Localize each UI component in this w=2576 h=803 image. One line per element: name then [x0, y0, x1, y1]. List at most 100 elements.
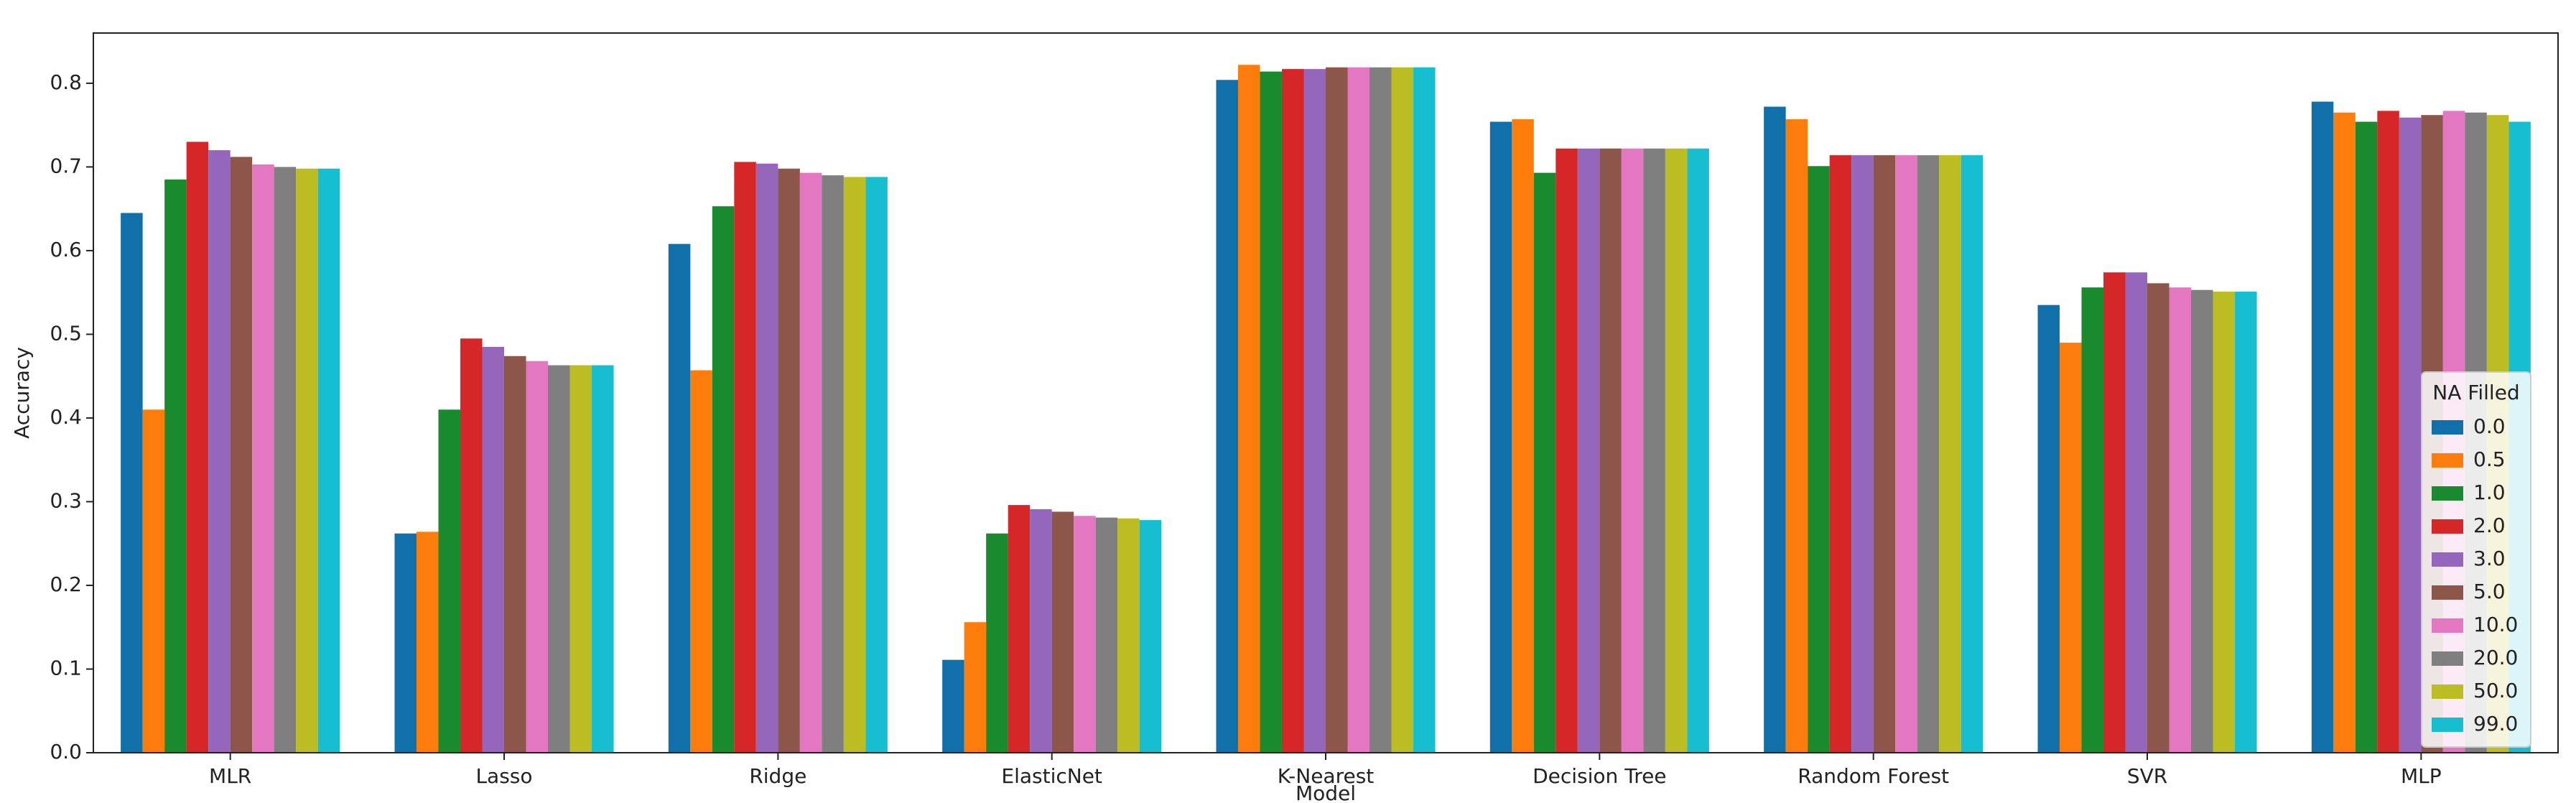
- bar: [1512, 119, 1534, 753]
- x-tick-label: K-Nearest: [1278, 764, 1375, 788]
- bar: [1391, 67, 1414, 753]
- bar: [1873, 155, 1896, 753]
- bar: [1260, 71, 1282, 753]
- bar: [690, 370, 712, 753]
- bar: [121, 213, 143, 753]
- y-tick-label: 0.4: [50, 405, 82, 429]
- bar: [1489, 121, 1512, 753]
- bar: [1237, 65, 1260, 753]
- x-axis-label: Model: [1296, 781, 1356, 803]
- bar: [164, 179, 187, 753]
- bar: [1917, 155, 1940, 753]
- bar: [1281, 69, 1304, 753]
- legend-swatch: [2432, 486, 2463, 501]
- bar: [1851, 155, 1874, 753]
- bar: [548, 365, 570, 753]
- bar: [2037, 305, 2060, 753]
- bar: [1533, 172, 1556, 753]
- bar: [1216, 80, 1238, 753]
- bar: [1303, 69, 1326, 753]
- bar: [1687, 148, 1709, 753]
- bar: [822, 175, 844, 753]
- bar: [1074, 516, 1096, 753]
- bar: [1808, 166, 1830, 753]
- bar: [755, 163, 778, 753]
- legend-label: 0.0: [2473, 414, 2506, 438]
- bar: [1764, 106, 1786, 753]
- bar: [2147, 283, 2170, 753]
- bar: [394, 533, 417, 753]
- bar: [1665, 148, 1688, 753]
- x-tick-label: MLR: [209, 764, 251, 788]
- legend-swatch: [2432, 585, 2463, 600]
- bar: [482, 346, 504, 753]
- bar: [799, 172, 822, 753]
- bar: [416, 532, 439, 753]
- y-tick-label: 0.7: [50, 154, 82, 177]
- legend-label: 3.0: [2473, 547, 2506, 570]
- bar: [1370, 67, 1392, 753]
- bar: [2355, 121, 2378, 753]
- bar: [2103, 272, 2126, 753]
- y-tick-label: 0.5: [50, 321, 82, 345]
- bar: [712, 206, 735, 753]
- legend-label: 2.0: [2473, 514, 2506, 537]
- legend-swatch: [2432, 651, 2463, 666]
- bar: [1556, 148, 1578, 753]
- x-tick-label: Decision Tree: [1533, 764, 1666, 788]
- bar: [942, 659, 964, 753]
- bar: [1961, 155, 1984, 753]
- bar: [1895, 155, 1917, 753]
- legend-swatch: [2432, 618, 2463, 633]
- bar: [1599, 148, 1622, 753]
- bar: [2377, 111, 2399, 753]
- bar: [1939, 155, 1961, 753]
- bar: [274, 167, 297, 753]
- x-tick-label: ElasticNet: [1001, 764, 1102, 788]
- bar: [1829, 155, 1852, 753]
- bar: [1413, 67, 1436, 753]
- bar: [2081, 287, 2103, 753]
- legend-label: 1.0: [2473, 481, 2506, 504]
- legend-swatch: [2432, 718, 2463, 732]
- legend-label: 0.5: [2473, 447, 2506, 471]
- bar: [186, 141, 209, 753]
- bar: [208, 150, 231, 753]
- bar: [2235, 292, 2257, 753]
- x-tick-label: Random Forest: [1798, 764, 1949, 788]
- legend-swatch: [2432, 552, 2463, 567]
- bar: [1347, 67, 1370, 753]
- bar: [1785, 119, 1808, 753]
- bar: [2059, 343, 2082, 753]
- bar: [504, 356, 526, 753]
- bar: [2125, 272, 2147, 753]
- bar: [230, 157, 253, 753]
- bar: [778, 168, 800, 753]
- y-tick-label: 0.0: [50, 740, 82, 763]
- bar: [1051, 511, 1074, 753]
- y-axis-label: Accuracy: [10, 347, 34, 439]
- bar: [317, 168, 340, 753]
- legend-label: 50.0: [2473, 679, 2518, 702]
- bar: [526, 361, 549, 753]
- legend-title: NA Filled: [2432, 381, 2519, 404]
- bar: [592, 365, 614, 753]
- plot-frame: [93, 32, 2559, 753]
- bar: [252, 164, 274, 753]
- legend-label: 5.0: [2473, 580, 2506, 603]
- x-tick-label: Ridge: [749, 764, 806, 788]
- bar: [1117, 518, 1140, 753]
- bar: [1139, 520, 1162, 753]
- bar: [1030, 509, 1052, 753]
- bar: [569, 365, 592, 753]
- x-tick-label: MLP: [2401, 764, 2442, 788]
- y-tick-label: 0.6: [50, 238, 82, 261]
- bar: [2333, 112, 2356, 753]
- bar: [296, 168, 318, 753]
- bar: [734, 162, 756, 753]
- bar: [865, 177, 888, 753]
- y-tick-label: 0.3: [50, 488, 82, 512]
- bar: [2399, 117, 2422, 753]
